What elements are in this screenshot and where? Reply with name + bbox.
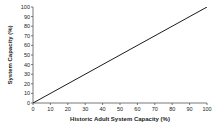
y-tick (31, 83, 33, 84)
x-tick-label: 20 (65, 106, 71, 112)
y-tick-label: 30 (24, 71, 30, 77)
x-tick (207, 103, 208, 105)
y-tick (31, 64, 33, 65)
x-tick (50, 103, 51, 105)
y-tick-label: 20 (24, 81, 30, 87)
x-tick (67, 103, 68, 105)
x-axis-title: Historic Adult System Capacity (%) (70, 116, 170, 122)
x-tick (189, 103, 190, 105)
y-tick (31, 45, 33, 46)
y-tick (31, 103, 33, 104)
x-tick-label: 80 (169, 106, 175, 112)
y-tick (31, 55, 33, 56)
x-tick (154, 103, 155, 105)
x-tick-label: 70 (152, 106, 158, 112)
y-axis-title: System Capacity (%) (7, 25, 13, 84)
x-tick (85, 103, 86, 105)
y-tick-label: 90 (24, 14, 30, 20)
y-tick (31, 16, 33, 17)
x-tick-label: 50 (117, 106, 123, 112)
data-line (33, 7, 207, 103)
y-tick-label: 70 (24, 33, 30, 39)
x-tick-label: 0 (31, 106, 34, 112)
y-tick-label: 60 (24, 42, 30, 48)
x-tick-label: 90 (187, 106, 193, 112)
x-tick-label: 100 (202, 106, 211, 112)
y-tick-label: 80 (24, 23, 30, 29)
x-tick (137, 103, 138, 105)
plot-area (33, 7, 207, 103)
y-tick (31, 26, 33, 27)
y-tick-label: 10 (24, 90, 30, 96)
y-tick-label: 50 (24, 52, 30, 58)
x-tick (120, 103, 121, 105)
x-tick-label: 40 (100, 106, 106, 112)
y-tick-label: 40 (24, 62, 30, 68)
x-tick-label: 30 (82, 106, 88, 112)
y-tick-label: 100 (21, 4, 30, 10)
y-tick (31, 35, 33, 36)
y-tick (31, 7, 33, 8)
x-tick-label: 10 (47, 106, 53, 112)
y-tick (31, 74, 33, 75)
chart-svg: 0 10 20 30 40 50 60 70 80 90 100 0 10 20 30 40 50 60 70 80 9… (0, 0, 220, 125)
x-tick (172, 103, 173, 105)
chart-container: 0 10 20 30 40 50 60 70 80 90 100 0 10 20 30 40 50 60 70 80 9… (0, 0, 220, 125)
y-tick (31, 93, 33, 94)
x-tick-label: 60 (134, 106, 140, 112)
x-tick (102, 103, 103, 105)
y-tick-label: 0 (27, 100, 30, 106)
